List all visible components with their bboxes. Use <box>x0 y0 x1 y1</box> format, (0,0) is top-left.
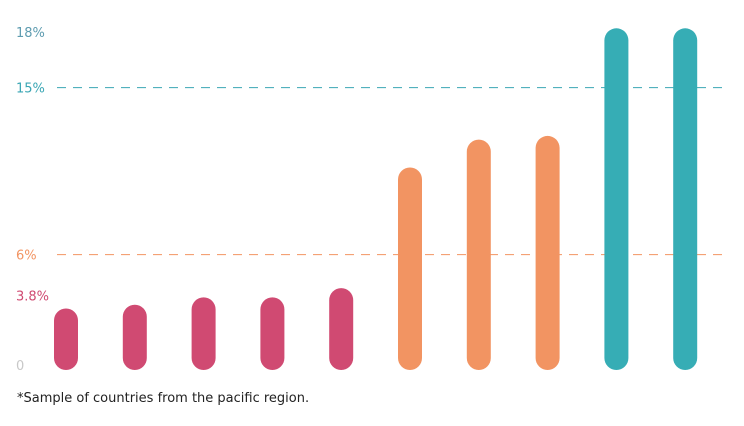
bar-0 <box>54 308 78 370</box>
bar-9 <box>673 28 698 371</box>
bar-2 <box>191 297 216 370</box>
bar-3 <box>260 297 285 370</box>
footnote: *Sample of countries from the pacific re… <box>17 391 310 406</box>
bar-8 <box>604 28 629 371</box>
bar-chart: 0 3.8% 6% 15% 18% <box>16 26 722 374</box>
bar-5 <box>398 167 422 370</box>
y-tick-label-2: 6% <box>16 249 37 264</box>
y-tick-label-1: 3.8% <box>16 289 49 304</box>
y-tick-label-0: 0 <box>16 359 24 374</box>
y-tick-label-4: 18% <box>16 26 45 41</box>
y-tick-label-3: 15% <box>16 82 45 97</box>
bar-6 <box>466 139 491 370</box>
bar-4 <box>329 288 354 370</box>
bar-1 <box>122 304 147 370</box>
y-tick-labels: 0 3.8% 6% 15% 18% <box>16 26 49 374</box>
bars <box>54 28 698 371</box>
bar-7 <box>535 135 560 370</box>
